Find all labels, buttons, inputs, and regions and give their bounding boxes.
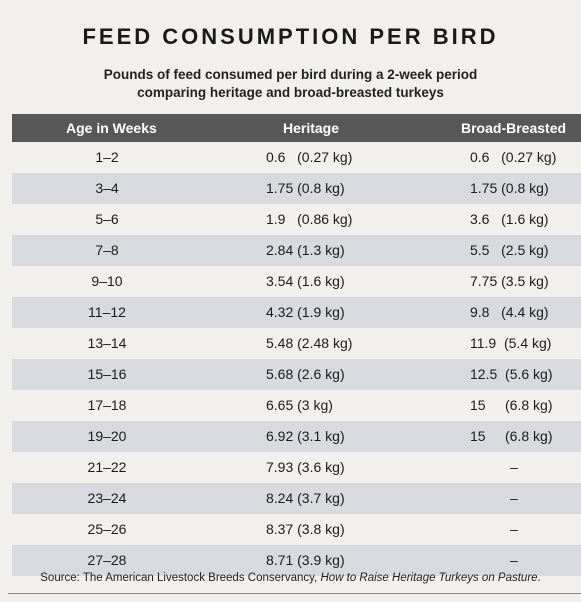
cell-heritage: 1.75 (0.8 kg) (266, 180, 345, 196)
table-row: 27–28 8.71 (3.9 kg) – (12, 545, 581, 576)
cell-broad-breasted: – (510, 521, 518, 537)
cell-heritage: 3.54 (1.6 kg) (266, 273, 345, 289)
cell-age: 13–14 (87, 335, 127, 351)
cell-broad-breasted: 12.5 (5.6 kg) (470, 366, 553, 382)
source-prefix: Source: The American Livestock Breeds Co… (40, 572, 321, 584)
header-heritage: Heritage (283, 120, 340, 136)
cell-age: 25–26 (87, 521, 127, 537)
cell-age: 5–6 (95, 211, 119, 227)
cell-broad-breasted: 9.8 (4.4 kg) (470, 304, 549, 320)
cell-heritage: 5.48 (2.48 kg) (266, 335, 353, 351)
cell-heritage: 6.92 (3.1 kg) (266, 428, 345, 444)
cell-broad-breasted: 0.6 (0.27 kg) (470, 149, 557, 165)
table-row: 1–2 0.6 (0.27 kg) 0.6 (0.27 kg) (12, 142, 581, 173)
cell-age: 23–24 (87, 490, 127, 506)
cell-age: 11–12 (88, 304, 126, 320)
table-row: 19–20 6.92 (3.1 kg) 15 (6.8 kg) (12, 421, 581, 452)
cell-age: 17–18 (87, 397, 127, 413)
cell-heritage: 7.93 (3.6 kg) (266, 459, 345, 475)
header-broad-breasted: Broad-Breasted (461, 120, 567, 136)
cell-broad-breasted: 15 (6.8 kg) (470, 397, 553, 413)
cell-age: 3–4 (95, 180, 119, 196)
cell-broad-breasted: 11.9 (5.4 kg) (470, 335, 552, 351)
table-title: FEED CONSUMPTION PER BIRD (82, 24, 499, 49)
cell-heritage: 6.65 (3 kg) (266, 397, 333, 413)
cell-broad-breasted: 1.75 (0.8 kg) (470, 180, 549, 196)
cell-broad-breasted: – (510, 552, 518, 568)
cell-heritage: 5.68 (2.6 kg) (266, 366, 345, 382)
cell-age: 7–8 (95, 242, 119, 258)
table-row: 15–16 5.68 (2.6 kg) 12.5 (5.6 kg) (12, 359, 581, 390)
source-suffix: . (537, 572, 541, 584)
cell-heritage: 8.71 (3.9 kg) (266, 552, 345, 568)
table-row: 21–22 7.93 (3.6 kg) – (12, 452, 581, 483)
table-row: 3–4 1.75 (0.8 kg) 1.75 (0.8 kg) (12, 173, 581, 204)
cell-broad-breasted: – (510, 459, 518, 475)
cell-age: 9–10 (91, 273, 123, 289)
source-note: Source: The American Livestock Breeds Co… (0, 572, 581, 584)
table-subtitle: Pounds of feed consumed per bird during … (0, 66, 581, 102)
cell-broad-breasted: 15 (6.8 kg) (470, 428, 553, 444)
cell-broad-breasted: 3.6 (1.6 kg) (470, 211, 549, 227)
table-row: 9–10 3.54 (1.6 kg) 7.75 (3.5 kg) (12, 266, 581, 297)
feed-table: Age in Weeks Heritage Broad-Breasted 1–2… (12, 114, 581, 576)
cell-heritage: 0.6 (0.27 kg) (266, 149, 353, 165)
cell-heritage: 4.32 (1.9 kg) (266, 304, 345, 320)
cell-broad-breasted: 5.5 (2.5 kg) (470, 242, 549, 258)
table-row: 17–18 6.65 (3 kg) 15 (6.8 kg) (12, 390, 581, 421)
table-row: 23–24 8.24 (3.7 kg) – (12, 483, 581, 514)
cell-age: 1–2 (95, 149, 119, 165)
table-header: Age in Weeks Heritage Broad-Breasted (12, 114, 581, 142)
cell-age: 15–16 (87, 366, 127, 382)
cell-heritage: 8.37 (3.8 kg) (266, 521, 345, 537)
table-row: 11–12 4.32 (1.9 kg) 9.8 (4.4 kg) (12, 297, 581, 328)
cell-broad-breasted: – (510, 490, 518, 506)
cell-heritage: 2.84 (1.3 kg) (266, 242, 345, 258)
subtitle-line-1: Pounds of feed consumed per bird during … (103, 67, 478, 82)
table-row: 25–26 8.37 (3.8 kg) – (12, 514, 581, 545)
cell-age: 19–20 (87, 428, 127, 444)
cell-age: 21–22 (87, 459, 127, 475)
table-row: 7–8 2.84 (1.3 kg) 5.5 (2.5 kg) (12, 235, 581, 266)
cell-broad-breasted: 7.75 (3.5 kg) (470, 273, 549, 289)
table-body: 1–2 0.6 (0.27 kg) 0.6 (0.27 kg) 3–4 1.75 (0.… (12, 142, 581, 576)
cell-age: 27–28 (87, 552, 127, 568)
table-row: 13–14 5.48 (2.48 kg) 11.9 (5.4 kg) (12, 328, 581, 359)
bottom-rule (8, 593, 581, 594)
table-row: 5–6 1.9 (0.86 kg) 3.6 (1.6 kg) (12, 204, 581, 235)
header-age: Age in Weeks (66, 120, 157, 136)
cell-heritage: 1.9 (0.86 kg) (266, 211, 353, 227)
source-title: How to Raise Heritage Turkeys on Pasture (320, 572, 538, 584)
cell-heritage: 8.24 (3.7 kg) (266, 490, 345, 506)
subtitle-line-2: comparing heritage and broad-breasted tu… (137, 85, 444, 100)
